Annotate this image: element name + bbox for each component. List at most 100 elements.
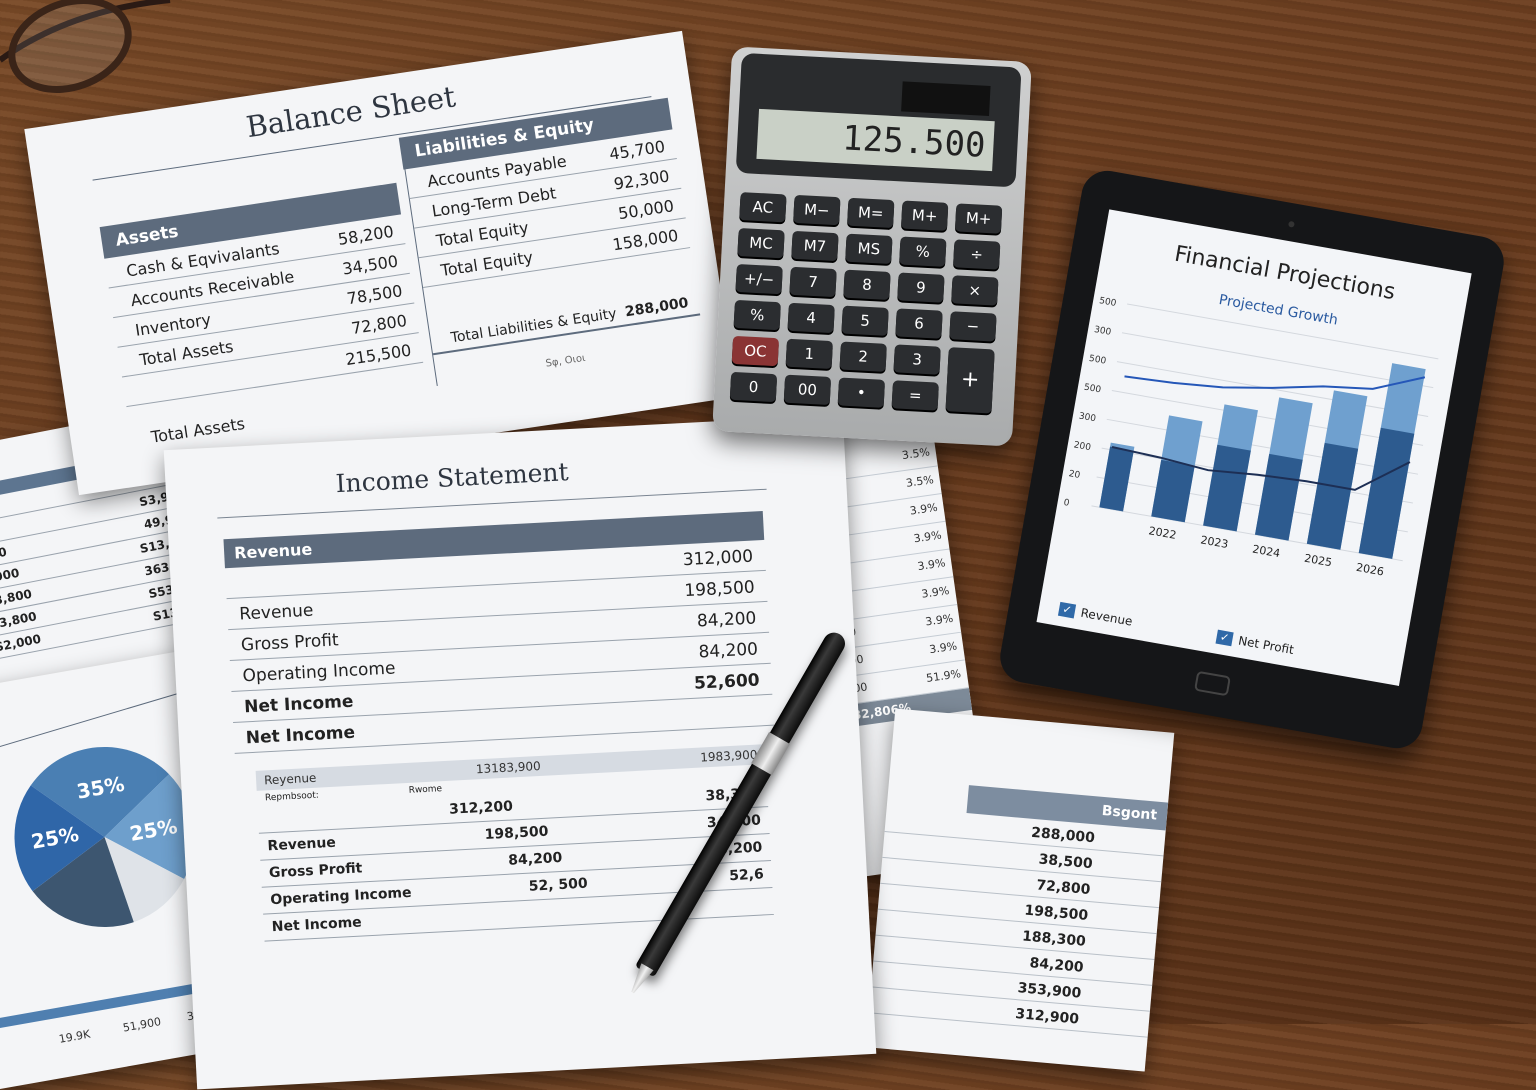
gridline xyxy=(1096,476,1408,533)
income-statement-title: Income Statement xyxy=(334,457,570,499)
calculator-key[interactable]: − xyxy=(949,311,997,342)
camera-icon xyxy=(1287,220,1295,228)
y-tick-label: 500 xyxy=(1083,383,1102,396)
calculator-key[interactable]: M7 xyxy=(791,230,839,262)
sub-band-col2: 1983,900 xyxy=(699,747,758,765)
gridline xyxy=(1091,505,1403,562)
line-net-profit xyxy=(1111,446,1411,491)
calculator-key[interactable]: M+ xyxy=(954,203,1003,234)
y-tick-label: 500 xyxy=(1088,354,1107,367)
table-band xyxy=(0,975,243,1031)
income-sub-row-v1: 84,200 xyxy=(507,849,563,869)
bar-net-profit xyxy=(1358,427,1415,559)
calculator-key[interactable]: 1 xyxy=(785,338,833,370)
bar-net-profit xyxy=(1306,442,1359,550)
strip-row-b: 3.9% xyxy=(928,639,958,657)
income-sub-row-label: Net Income xyxy=(271,914,363,936)
calculator-key[interactable]: M− xyxy=(793,194,841,226)
income-sub-table: Reyenue 13183,900 1983,900 Repmbsoot: Rw… xyxy=(255,744,774,942)
calculator-key[interactable]: 3 xyxy=(893,344,941,375)
gridline xyxy=(1127,303,1439,360)
calculator-key[interactable]: 5 xyxy=(841,305,889,336)
sub-header-label: Repmbsoot: xyxy=(264,790,320,804)
pie-table-value: 19.9K xyxy=(58,1027,92,1045)
calculator-key[interactable]: MS xyxy=(845,233,893,265)
calculator-key[interactable]: • xyxy=(837,377,886,408)
income-row-label: Net Income xyxy=(245,722,356,749)
bottom-right-values: 288,000 38,500 72,800 198,500 188,300 84,200 3… xyxy=(868,806,1166,1038)
gridline xyxy=(1116,361,1429,417)
x-tick-label: 2023 xyxy=(1199,533,1229,551)
calculator-key[interactable]: % xyxy=(733,299,781,331)
calculator-key[interactable]: 8 xyxy=(843,269,891,300)
x-tick-label: 2026 xyxy=(1355,561,1385,579)
calculator-key[interactable]: OC xyxy=(731,335,780,367)
pie-slice xyxy=(104,774,195,879)
liabilities-column: Liabilities & Equity Accounts Payable 45,… xyxy=(398,97,705,387)
calculator-key[interactable]: 6 xyxy=(895,308,943,339)
assets-column: Assets Cash & Eqvivalants 58,200 Accounts … xyxy=(99,182,431,454)
calculator-display-panel: 125.500 xyxy=(735,52,1022,188)
income-sub-row-label: Gross Profit xyxy=(268,860,363,882)
gridline xyxy=(1111,389,1424,446)
calculator-key[interactable]: 4 xyxy=(787,302,835,334)
calculator-key[interactable]: 9 xyxy=(897,272,945,303)
income-row-label: Revenue xyxy=(238,600,314,625)
home-button[interactable] xyxy=(1194,670,1231,697)
income-sub-row-v1 xyxy=(473,904,564,925)
calculator-key[interactable]: 0 xyxy=(729,371,778,403)
income-row-value: 312,000 xyxy=(682,546,754,571)
bar-net-profit xyxy=(1203,444,1251,532)
liabilities-total-value: 288,000 xyxy=(624,295,690,321)
strip-row-b: 3.5% xyxy=(905,473,935,490)
calculator-key[interactable]: 2 xyxy=(839,341,887,372)
checkbox-checked-icon[interactable]: ✓ xyxy=(1057,601,1077,619)
income-sub-row-label: Revenue xyxy=(267,834,337,855)
calculator-key[interactable]: AC xyxy=(739,192,787,223)
pie-slice xyxy=(104,836,185,923)
calculator-key[interactable]: 00 xyxy=(783,374,832,406)
income-sub-row-label xyxy=(266,811,267,827)
liability-row-value: 158,000 xyxy=(611,225,680,255)
bottom-right-value: 353,900 xyxy=(1016,980,1082,1002)
calculator-key[interactable]: 7 xyxy=(789,266,837,298)
y-tick-label: 300 xyxy=(1078,411,1097,424)
legend-label: Revenue xyxy=(1079,605,1134,629)
legend-net-profit[interactable]: ✓ Net Profit xyxy=(1215,629,1295,657)
calculator-key[interactable]: = xyxy=(891,380,939,411)
calculator-key[interactable]: MC xyxy=(737,228,785,259)
liability-row-label: Total Equity xyxy=(439,247,535,281)
calculator-key[interactable]: +/− xyxy=(735,263,783,295)
strip-row-b: 3.9% xyxy=(916,556,947,574)
bottom-right-value: 188,300 xyxy=(1021,928,1087,950)
assets-footer-label: Total Assets xyxy=(149,413,247,447)
calculator-key[interactable]: % xyxy=(899,236,947,267)
bottom-right-value: 312,900 xyxy=(1014,1006,1080,1028)
liability-row-value: 45,700 xyxy=(608,136,667,164)
calculator-key[interactable]: + xyxy=(945,347,995,414)
checkbox-checked-icon[interactable]: ✓ xyxy=(1215,629,1234,647)
calculator-key[interactable]: M+ xyxy=(900,200,949,231)
bar-net-profit xyxy=(1254,453,1303,541)
line-revenue xyxy=(1124,375,1426,390)
pie-slice xyxy=(14,785,105,892)
bottom-right-value: 288,000 xyxy=(1030,824,1096,847)
calculator-key[interactable]: M= xyxy=(847,197,895,229)
calculator-display: 125.500 xyxy=(756,108,995,172)
footnote: Sφ, Oιoι xyxy=(544,352,587,370)
strip-row-b: 3.9% xyxy=(912,528,943,546)
income-row-label: Net Income xyxy=(243,691,354,718)
y-tick-label: 0 xyxy=(1063,498,1071,509)
income-row-label xyxy=(237,574,238,594)
income-sub-row-label: Operating Income xyxy=(269,884,412,909)
calculator-keypad: AC M− M= M+ M+ MC M7 MS% ÷ +/− 7 8 9 ×% 4 5 6− OC 1 2 3 +0 00 •… xyxy=(729,192,1003,414)
tablet: Financial Projections Projected Growth 5… xyxy=(996,166,1508,753)
eyeglasses-icon xyxy=(0,0,171,93)
calculator-key[interactable]: × xyxy=(951,275,999,306)
income-row-value: 84,200 xyxy=(696,608,757,632)
legend-revenue[interactable]: ✓ Revenue xyxy=(1057,601,1134,629)
income-row-value: 84,200 xyxy=(698,639,759,663)
calculator-key[interactable]: ÷ xyxy=(953,239,1001,270)
left-table-row-a: S2,000 xyxy=(0,631,43,655)
asset-row-label xyxy=(143,380,146,399)
